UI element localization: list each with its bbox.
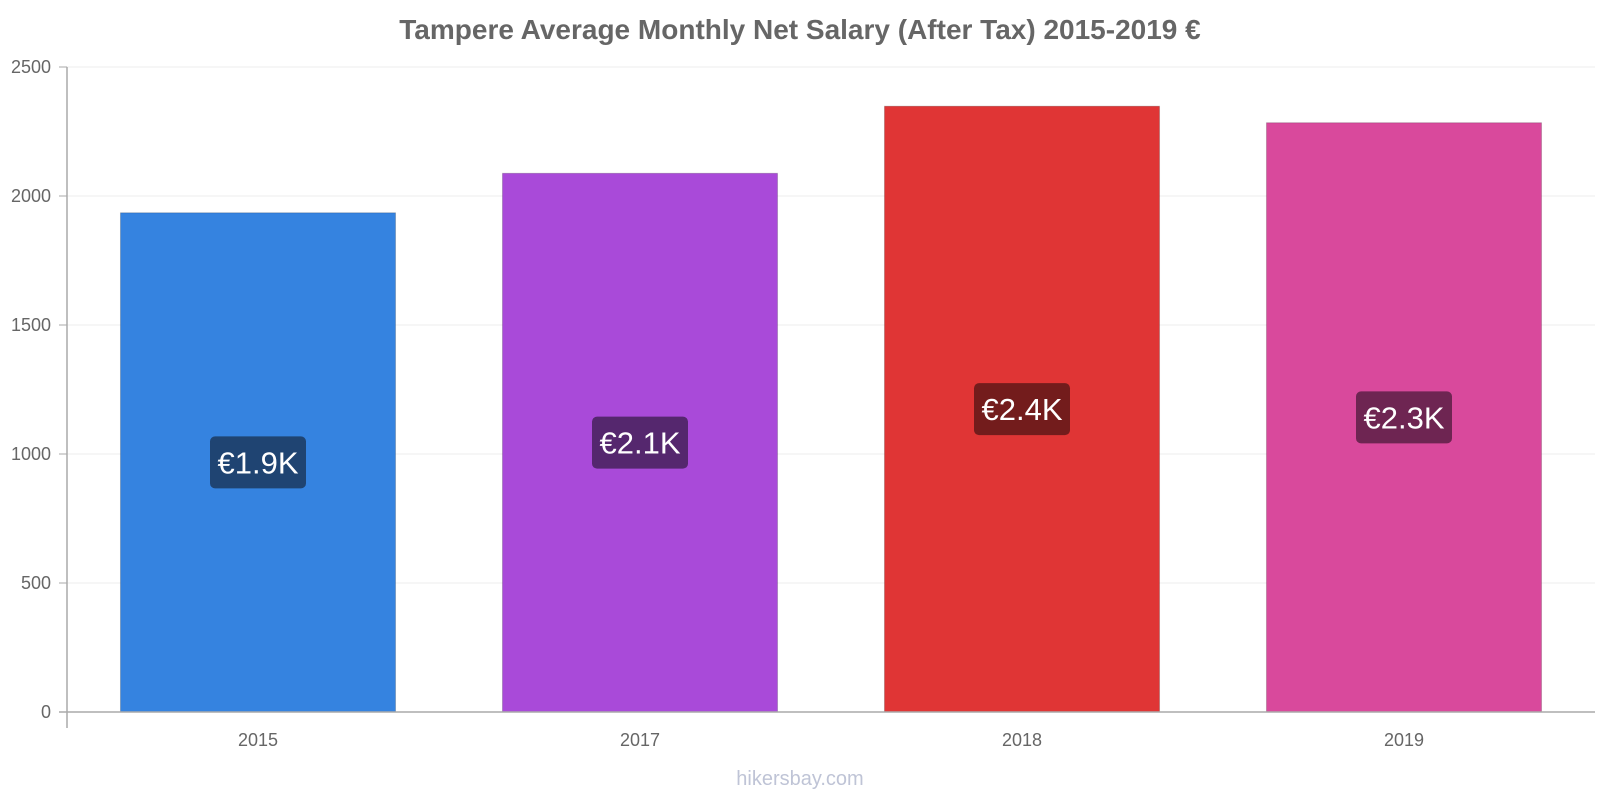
data-label-background xyxy=(592,416,688,469)
y-tick-label: 2000 xyxy=(11,186,51,206)
data-label-2015: €1.9K xyxy=(210,436,306,489)
x-tick-label: 2018 xyxy=(1002,730,1042,750)
data-label-text: €1.9K xyxy=(217,445,298,480)
data-labels: €1.9K €2.1K €2.4K €2.3K xyxy=(210,383,1452,489)
bars xyxy=(119,105,1543,713)
y-tick-label: 500 xyxy=(21,573,51,593)
x-tick-label: 2019 xyxy=(1384,730,1424,750)
axes: 0 500 1000 1500 2000 2500 2015 2017 2018 2019 xyxy=(11,57,1595,750)
data-label-background xyxy=(974,383,1070,436)
watermark: hikersbay.com xyxy=(736,768,864,790)
data-label-text: €2.3K xyxy=(1363,400,1444,435)
data-label-2017: €2.1K xyxy=(592,416,688,469)
x-tick-label: 2017 xyxy=(620,730,660,750)
data-label-2018: €2.4K xyxy=(974,383,1070,436)
y-tick-label: 2500 xyxy=(11,57,51,77)
y-tick-label: 1500 xyxy=(11,315,51,335)
data-label-text: €2.1K xyxy=(599,426,680,461)
data-label-background xyxy=(1356,391,1452,444)
y-tick-label: 0 xyxy=(41,702,51,722)
data-label-text: €2.4K xyxy=(981,392,1062,427)
data-label-background xyxy=(210,436,306,489)
y-tick-label: 1000 xyxy=(11,444,51,464)
data-label-2019: €2.3K xyxy=(1356,391,1452,444)
x-tick-label: 2015 xyxy=(238,730,278,750)
chart-title: Tampere Average Monthly Net Salary (Afte… xyxy=(399,14,1201,45)
